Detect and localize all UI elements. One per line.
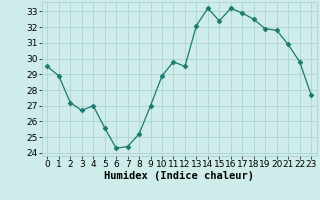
X-axis label: Humidex (Indice chaleur): Humidex (Indice chaleur): [104, 171, 254, 181]
